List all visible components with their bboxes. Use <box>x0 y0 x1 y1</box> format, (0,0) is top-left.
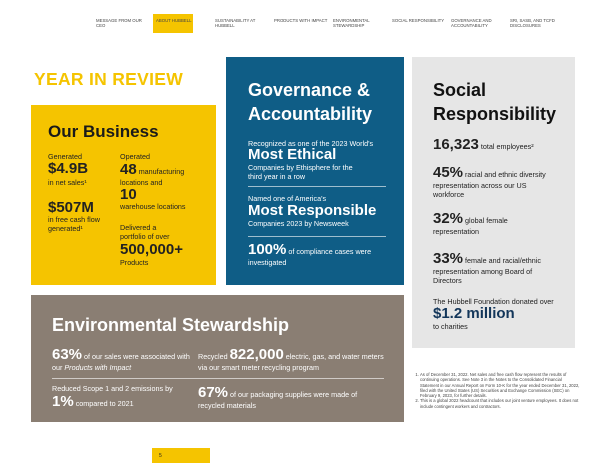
page-title: YEAR IN REVIEW <box>34 69 184 89</box>
label: Companies by Ethisphere for the third ye… <box>248 163 353 181</box>
label: compared to 2021 <box>75 399 134 408</box>
governance-panel: Governance & Accountability Recognized a… <box>226 57 404 285</box>
stat-line: 32% global female representation <box>433 210 533 237</box>
footnote: As of December 31, 2022. Net sales and f… <box>420 372 580 398</box>
social-panel: Social Responsibility 16,323 total emplo… <box>412 57 575 348</box>
label: Reduced Scope 1 and 2 emissions by <box>52 384 173 393</box>
stat-line: 16,323 total employees² <box>433 137 534 153</box>
label: Named one of America's <box>248 194 327 203</box>
label: global female representation <box>433 216 508 236</box>
stat-line: 63% of our sales were associated with ou… <box>52 346 192 373</box>
stat: 100% <box>248 241 287 258</box>
footnotes: As of December 31, 2022. Net sales and f… <box>412 372 580 409</box>
stat: 45% <box>433 164 464 181</box>
stat-line: 1% compared to 2021 <box>52 394 134 410</box>
nav-item[interactable]: ABOUT HUBBELL <box>156 18 192 23</box>
stat: 32% <box>433 210 464 227</box>
page-number-box: 5 <box>152 448 210 463</box>
label: in free cash flow generated¹ <box>48 215 100 233</box>
environment-panel: Environmental Stewardship 63% of our sal… <box>31 295 404 422</box>
stat: 63% <box>52 346 83 363</box>
label: female and racial/ethnic representation … <box>433 256 541 285</box>
stat-line: 67% of our packaging supplies were made … <box>198 384 378 411</box>
label: of our packaging supplies were made of r… <box>198 390 358 410</box>
panel-title: Governance & Accountability <box>248 80 373 124</box>
label: of our sales were associated with our <box>52 352 190 372</box>
nav-item[interactable]: MESSAGE FROM OUR CEO <box>96 18 142 29</box>
label: warehouse locations <box>120 202 186 211</box>
nav-item[interactable]: SUSTAINABILITY AT HUBBELL <box>215 18 256 29</box>
stat: $507M <box>48 199 94 216</box>
panel-title: Our Business <box>48 122 159 141</box>
label: Delivered a portfolio of over <box>120 223 170 241</box>
stat: 33% <box>433 250 464 267</box>
panel-title: Social Responsibility <box>433 80 557 124</box>
footnote: This is a global 2022 headcount that inc… <box>420 398 580 409</box>
label: Recognized as one of the 2023 World's <box>248 139 374 148</box>
nav-highlight <box>153 14 193 33</box>
page-number: 5 <box>159 453 162 459</box>
stat: 822,000 <box>229 346 284 363</box>
label: electric, gas, and water meters via our … <box>198 352 384 372</box>
stat: 67% <box>198 384 229 401</box>
stat: 16,323 <box>433 136 479 153</box>
label: in net sales¹ <box>48 178 87 187</box>
stat: 1% <box>52 393 74 410</box>
stat: Most Responsible <box>248 202 377 219</box>
nav-item[interactable]: PRODUCTS WITH IMPACT <box>274 18 328 23</box>
divider <box>248 186 386 187</box>
stat-line: 48 manufacturing locations and <box>120 161 210 188</box>
divider <box>248 236 386 237</box>
stat: $1.2 million <box>433 305 515 322</box>
label: Recycled <box>198 352 228 361</box>
stat-line: 45% racial and ethnic diversity represen… <box>433 164 558 200</box>
label: The Hubbell Foundation donated over <box>433 297 554 306</box>
label: Generated <box>48 152 82 161</box>
label: Products <box>120 258 149 267</box>
label: Products with Impact <box>64 363 132 372</box>
label: total employees² <box>480 142 534 151</box>
panel-title: Environmental Stewardship <box>52 315 290 335</box>
stat: 48 <box>120 161 137 178</box>
stat-line: 100% of compliance cases were investigat… <box>248 241 388 268</box>
label: to charities <box>433 322 468 331</box>
nav-item[interactable]: GOVERNANCE AND ACCOUNTABILITY <box>451 18 492 29</box>
nav-item[interactable]: ENVIRONMENTAL STEWARDSHIP <box>333 18 370 29</box>
stat-line: 33% female and racial/ethnic representat… <box>433 250 558 286</box>
stat: Most Ethical <box>248 146 337 163</box>
label: manufacturing locations and <box>120 167 185 187</box>
nav-item[interactable]: SRI, SASB, AND TCFD DISCLOSURES <box>510 18 555 29</box>
business-panel: Our Business Generated $4.9B in net sale… <box>31 105 216 285</box>
label: of compliance cases were investigated <box>248 247 372 267</box>
nav-item[interactable]: SOCIAL RESPONSIBILITY <box>392 18 445 23</box>
divider <box>52 378 384 379</box>
stat: 500,000+ <box>120 241 183 258</box>
stat: 10 <box>120 186 137 203</box>
label: racial and ethnic diversity representati… <box>433 170 546 199</box>
stat: $4.9B <box>48 160 89 177</box>
label: Operated <box>120 152 150 161</box>
stat-line: Recycled 822,000 electric, gas, and wate… <box>198 346 388 373</box>
label: Companies 2023 by Newsweek <box>248 219 349 228</box>
